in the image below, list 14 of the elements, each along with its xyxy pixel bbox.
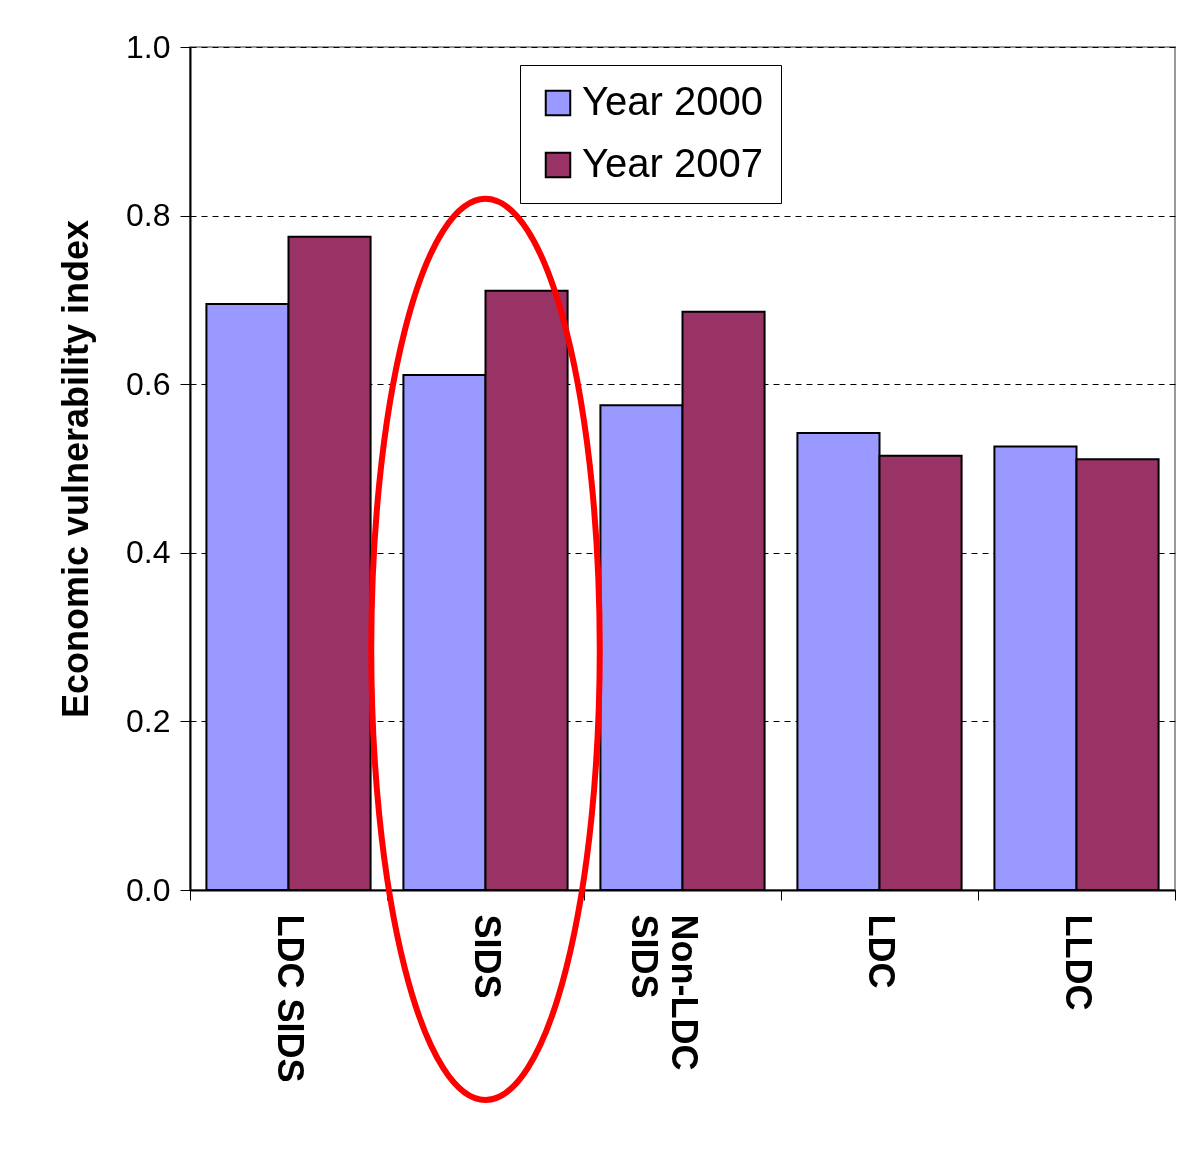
y-tick-label: 0.4 (126, 534, 171, 571)
x-tick-label: SIDS (467, 914, 508, 999)
y-tick-label: 0.2 (126, 702, 171, 739)
legend-label: Year 2007 (582, 141, 763, 185)
y-tick-label: 0.8 (126, 197, 171, 234)
x-tick-label: LDC (861, 914, 902, 989)
x-tick-label: Non-LDC SIDS (624, 914, 705, 1071)
y-tick-label: 0.6 (126, 365, 171, 402)
y-axis-title: Economic vulnerability index (55, 219, 97, 719)
x-tick-label: LLDC (1058, 914, 1099, 1011)
x-tick-label: LDC SIDS (270, 914, 311, 1083)
y-tick-label: 1.0 (126, 28, 171, 65)
y-tick-label: 0.0 (126, 871, 171, 908)
legend-label: Year 2000 (582, 79, 763, 123)
